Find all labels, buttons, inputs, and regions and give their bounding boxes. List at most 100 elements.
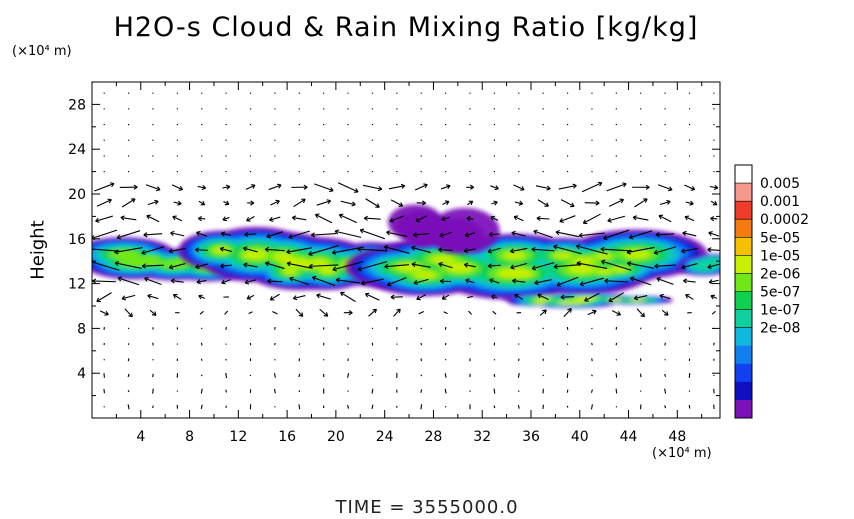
wind-vector [510,262,528,269]
wind-vector [603,229,630,240]
wind-vector-head [424,184,428,189]
wind-vector-head [668,189,673,192]
wind-vector-head [707,264,711,268]
wind-vector-head [681,250,686,254]
wind-vector-head [603,235,607,239]
wind-vector-head [659,293,664,296]
wind-vector-head [534,282,539,286]
wind-vector-head [92,250,93,252]
wind-vector-head [196,281,201,285]
wind-vector [143,233,163,236]
wind-vector-head [265,262,269,267]
wind-vector [607,215,626,222]
wind-vector-head [576,260,581,264]
wind-vector-head [363,215,369,219]
cloud-region [345,229,708,300]
wind-vector-head [556,281,560,286]
wind-vector-head [266,236,271,239]
wind-vector-head [446,184,451,187]
wind-vector-head [202,184,207,189]
wind-vector-head [116,237,122,240]
wind-vector-head [423,183,428,186]
wind-vector [709,185,718,189]
wind-vector [608,292,624,302]
wind-vector-head [413,280,418,284]
wind-vector [293,198,306,208]
wind-vector [492,310,497,315]
colorbar-label: 1e-05 [760,248,800,264]
wind-vector [387,277,407,286]
wind-vector-head [669,186,673,191]
wind-vector-head [666,311,669,316]
wind-vector-head [339,213,344,216]
wind-vector-head [338,214,343,219]
wind-vector-head [654,263,659,267]
wind-vector-head [714,184,719,189]
wind-vector [195,263,208,268]
wind-vector-head [533,229,538,232]
wind-vector-head [510,264,514,269]
wind-vector [316,294,331,300]
wind-vector-head [440,278,445,282]
wind-vector [393,308,401,317]
wind-vector-head [536,215,541,219]
wind-vector [583,213,601,224]
wind-vector-head [197,217,202,222]
wind-vector-head [226,186,231,190]
wind-vector-head [421,202,426,206]
wind-vector-head [132,198,136,203]
wind-vector-head [438,262,443,265]
wind-vector [713,374,715,377]
wind-vector-head [490,216,494,221]
wind-vector-head [389,217,393,222]
wind-vector-head [710,295,714,300]
wind-vector-head [384,244,389,248]
wind-vector [489,279,500,284]
wind-vector [270,293,280,301]
wind-vector [265,262,285,270]
wind-vector [636,308,645,318]
wind-vector [200,388,203,394]
wind-vector-head [352,201,356,206]
wind-vector-head [512,280,516,284]
wind-vector [566,372,569,379]
wind-vector [512,280,526,283]
wind-vector-head [141,252,146,255]
cloud-cell [430,255,455,264]
wind-vector [563,308,572,318]
wind-vector-head [141,265,146,269]
y-tick-label: 8 [77,321,86,337]
colorbar-label: 2e-08 [760,321,800,337]
wind-vector-head [243,246,248,249]
wind-vector [491,295,498,299]
wind-vector [390,199,403,207]
cloud-cell [429,208,500,254]
y-tick-label: 20 [68,187,86,203]
wind-vector-head [441,219,446,222]
wind-vector-head [377,188,383,192]
colorbar-swatch [735,345,752,365]
wind-vector [590,404,593,410]
y-tick-label: 4 [77,366,86,382]
wind-vector-head [546,188,551,191]
wind-vector [443,311,448,315]
wind-vector-head [266,233,270,238]
colorbar-swatch [735,165,752,184]
wind-vector [634,295,648,300]
wind-vector-head [168,251,174,254]
wind-vector-head [195,264,199,268]
wind-vector-head [363,217,368,221]
wind-vector [336,279,361,284]
wind-vector-head [252,184,256,189]
wind-vector-head [121,295,126,300]
wind-vector-head [511,232,516,236]
wind-vector [659,200,671,206]
wind-vector [664,388,667,394]
wind-vector-head [573,185,577,189]
wind-vector-head [654,265,659,269]
wind-vector-head [226,200,230,205]
wind-vector-head [277,183,282,186]
wind-vector-head [708,232,712,236]
cloud-cell [611,266,628,273]
wind-vector [116,230,141,239]
